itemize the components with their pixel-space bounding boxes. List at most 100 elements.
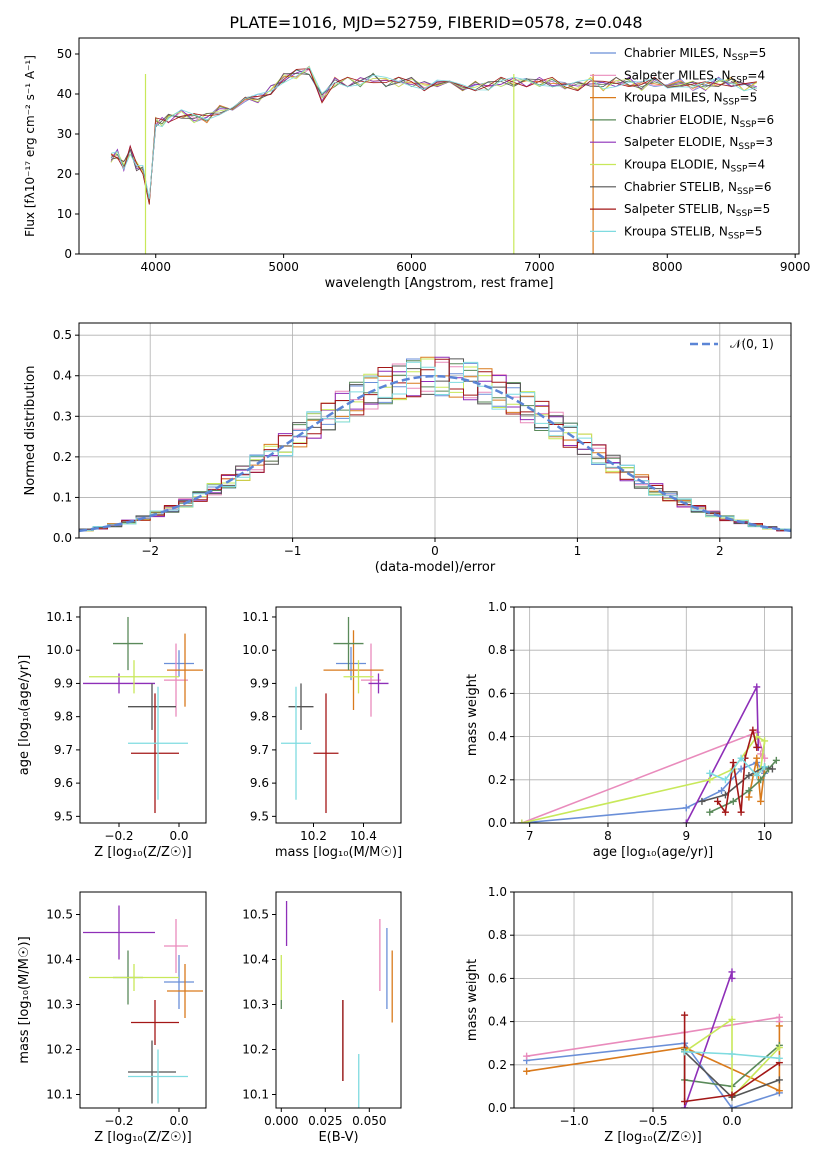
axes-frame — [78, 37, 800, 255]
legend-label: Chabrier STELIB, NSSP=6 — [624, 180, 772, 197]
x-tick-label: −1.0 — [559, 1114, 588, 1128]
y-tick-label: 10.0 — [46, 643, 73, 657]
x-tick-label: −1 — [284, 544, 302, 558]
weight-line — [716, 729, 758, 815]
x-axis-label: (data-model)/error — [375, 560, 496, 575]
legend-label: Kroupa ELODIE, NSSP=4 — [624, 158, 765, 175]
y-tick-label: 0.2 — [488, 773, 507, 787]
panel-3: 10.2 10.4 9.5 9.6 9.7 9.8 9.9 10.0 10.1 mass [log… — [242, 606, 402, 860]
legend-subscript: SSP — [731, 165, 748, 175]
x-axis-label: age [log₁₀(age/yr)] — [593, 845, 714, 860]
panel-7: −1.0 −0.5 0.0 0.0 0.2 0.4 0.6 0.8 1.0 Z [log₁₀(Z/… — [465, 885, 793, 1145]
y-tick-label: 40 — [57, 87, 72, 101]
y-tick-label: 10.4 — [46, 953, 73, 967]
x-tick-label: 0.0 — [169, 829, 188, 843]
legend-count: =4 — [747, 68, 765, 82]
spectrum-line — [110, 65, 758, 205]
legend-subscript: SSP — [728, 231, 745, 241]
y-tick-label: 9.6 — [54, 776, 73, 790]
y-tick-label: 0.1 — [53, 490, 72, 504]
x-tick-label: 0.0 — [169, 1114, 188, 1128]
y-tick-label: 10.2 — [46, 1043, 73, 1057]
y-tick-label: 20 — [57, 167, 72, 181]
y-tick-label: 0.8 — [488, 928, 507, 942]
legend-count: =6 — [756, 113, 774, 127]
y-tick-label: 30 — [57, 127, 72, 141]
x-tick-label: 10.4 — [350, 829, 377, 843]
y-axis-label: Flux [fλ10⁻¹⁷ erg cm⁻² s⁻¹ A⁻¹] — [23, 55, 37, 237]
y-tick-label: 0.2 — [488, 1058, 507, 1072]
plot-area — [280, 901, 393, 1108]
y-tick-label: 10.3 — [242, 998, 269, 1012]
x-tick-label: 0.0 — [722, 1114, 741, 1128]
y-tick-label: 0.4 — [53, 369, 72, 383]
x-tick-label: 10 — [757, 829, 772, 843]
y-tick-label: 9.9 — [250, 676, 269, 690]
x-tick-label: 8 — [604, 829, 612, 843]
x-tick-label: −0.2 — [104, 1114, 133, 1128]
legend-count: =4 — [747, 158, 765, 172]
legend-label: Kroupa STELIB, NSSP=5 — [624, 224, 762, 241]
legend-count: =5 — [753, 202, 771, 216]
legend: Chabrier MILES, NSSP=5 Salpeter MILES, NS… — [590, 46, 774, 241]
axes-frame — [275, 891, 402, 1109]
axes-frame — [513, 606, 793, 824]
plot-area — [523, 968, 783, 1108]
legend-label: Kroupa MILES, NSSP=5 — [624, 91, 757, 108]
x-tick-label: 6000 — [396, 260, 427, 274]
y-axis-label: Normed distribution — [23, 366, 38, 496]
y-axis-label: mass [log₁₀(M/M☉)] — [17, 936, 32, 1063]
x-axis-label: wavelength [Angstrom, rest frame] — [325, 276, 554, 291]
x-tick-label: 0.025 — [308, 1114, 342, 1128]
legend-count: =5 — [749, 46, 767, 60]
y-tick-label: 9.6 — [250, 776, 269, 790]
weight-line — [521, 735, 766, 823]
y-tick-label: 50 — [57, 47, 72, 61]
legend-subscript: SSP — [723, 98, 740, 108]
y-tick-label: 10 — [57, 207, 72, 221]
panel-5: −0.2 0.0 10.1 10.2 10.3 10.4 10.5 Z [log₁₀(Z/Z☉… — [17, 891, 207, 1145]
x-axis-label: Z [log₁₀(Z/Z☉)] — [94, 1130, 191, 1145]
y-tick-label: 1.0 — [488, 885, 507, 899]
x-axis-label: Z [log₁₀(Z/Z☉)] — [604, 1130, 701, 1145]
legend-count: =3 — [755, 135, 773, 149]
y-tick-label: 10.1 — [242, 1088, 269, 1102]
legend-count: =5 — [745, 224, 763, 238]
y-tick-label: 10.5 — [242, 908, 269, 922]
y-tick-label: 0.3 — [53, 409, 72, 423]
x-tick-label: 7 — [526, 829, 534, 843]
y-axis-label: age [log₁₀(age/yr)] — [17, 655, 32, 776]
y-tick-label: 9.8 — [250, 710, 269, 724]
figure-title: PLATE=1016, MJD=52759, FIBERID=0578, z=0… — [229, 13, 642, 32]
weight-line — [521, 731, 766, 823]
y-tick-label: 10.1 — [46, 610, 73, 624]
panel-1: −2 −1 0 1 2 0.0 0.1 0.2 0.3 0.4 0.5 (data-model)/er… — [23, 322, 792, 575]
x-tick-label: 2 — [716, 544, 724, 558]
x-tick-label: 9000 — [780, 260, 811, 274]
weight-line — [684, 1017, 780, 1100]
y-tick-label: 10.5 — [46, 908, 73, 922]
legend-label: Salpeter ELODIE, NSSP=3 — [624, 135, 773, 152]
plot-area — [518, 683, 780, 823]
y-tick-label: 0.0 — [53, 531, 72, 545]
normal-curve — [79, 374, 791, 533]
plot-area — [110, 65, 758, 254]
legend-label: Chabrier ELODIE, NSSP=6 — [624, 113, 774, 130]
y-tick-label: 9.8 — [54, 710, 73, 724]
y-tick-label: 1.0 — [488, 600, 507, 614]
y-tick-label: 9.5 — [54, 809, 73, 823]
x-tick-label: 9 — [682, 829, 690, 843]
plot-area — [281, 616, 389, 814]
axes-frame — [79, 606, 207, 824]
x-axis-label: mass [log₁₀(M/M☉)] — [275, 845, 402, 860]
y-axis-label: mass weight — [465, 959, 480, 1041]
y-tick-label: 9.5 — [250, 809, 269, 823]
y-tick-label: 10.0 — [242, 643, 269, 657]
plot-area — [83, 905, 203, 1104]
y-axis-label: mass weight — [465, 674, 480, 756]
legend-label: Salpeter MILES, NSSP=4 — [624, 68, 765, 85]
x-tick-label: 4000 — [140, 260, 171, 274]
y-tick-label: 9.9 — [54, 676, 73, 690]
legend-label: 𝒩(0, 1) — [730, 337, 774, 351]
